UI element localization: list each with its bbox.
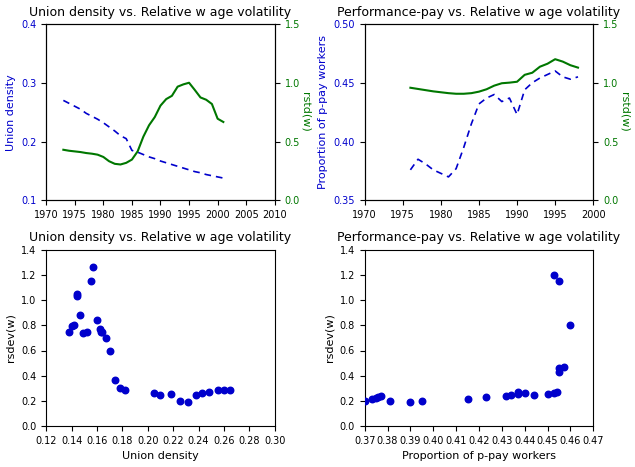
Point [184,398,194,405]
X-axis label: Union density: Union density [122,452,199,461]
Point [191,391,201,398]
Point [371,394,381,402]
Point [565,322,575,329]
Point [501,392,511,400]
Title: Performance-pay vs. Relative w age volatility: Performance-pay vs. Relative w age volat… [337,231,620,244]
Point [64,328,74,335]
Point [549,389,559,396]
Y-axis label: rsdev(w): rsdev(w) [324,313,334,362]
Point [554,368,564,375]
X-axis label: Proportion of p-pay workers: Proportion of p-pay workers [402,452,556,461]
Point [366,396,377,403]
Point [92,317,102,324]
Point [78,329,88,337]
Point [72,290,82,297]
Point [96,328,106,335]
Point [554,364,564,371]
Y-axis label: Proportion of p-pay workers: Proportion of p-pay workers [318,35,328,189]
Point [156,391,166,398]
Point [82,328,92,336]
Point [385,397,395,405]
Point [481,393,491,400]
Point [376,392,386,400]
Point [67,322,77,330]
Title: Union density vs. Relative w age volatility: Union density vs. Relative w age volatil… [29,6,291,19]
Point [115,385,125,392]
Point [417,397,427,405]
Point [149,389,159,396]
Point [101,334,111,342]
Point [72,292,82,300]
Point [529,391,539,399]
Point [120,387,130,394]
Point [197,389,208,396]
Point [552,389,562,396]
Point [359,397,370,405]
Point [462,396,472,403]
Point [542,390,552,398]
Y-axis label: rsdev(w): rsdev(w) [6,313,15,362]
Point [110,376,120,384]
Title: Union density vs. Relative w age volatility: Union density vs. Relative w age volatil… [29,231,291,244]
Point [512,390,523,398]
Point [549,271,559,279]
Y-axis label: rstd(w): rstd(w) [301,92,311,132]
Y-axis label: Union density: Union density [6,74,15,150]
Point [166,390,176,398]
Point [405,398,415,405]
Point [558,363,568,371]
Point [76,311,86,319]
Point [69,322,79,329]
Point [519,389,530,397]
Point [105,347,115,354]
Point [554,277,564,285]
Point [95,325,105,333]
Title: Performance-pay vs. Relative w age volatility: Performance-pay vs. Relative w age volat… [337,6,620,19]
Point [506,391,516,398]
Point [88,263,98,271]
Point [225,387,236,394]
Point [512,389,523,396]
Point [175,397,185,405]
Point [204,389,214,396]
Y-axis label: rstd(w): rstd(w) [620,92,629,132]
Point [373,393,384,400]
Point [219,387,229,394]
Point [213,386,223,393]
Point [86,277,96,285]
Point [97,328,107,336]
